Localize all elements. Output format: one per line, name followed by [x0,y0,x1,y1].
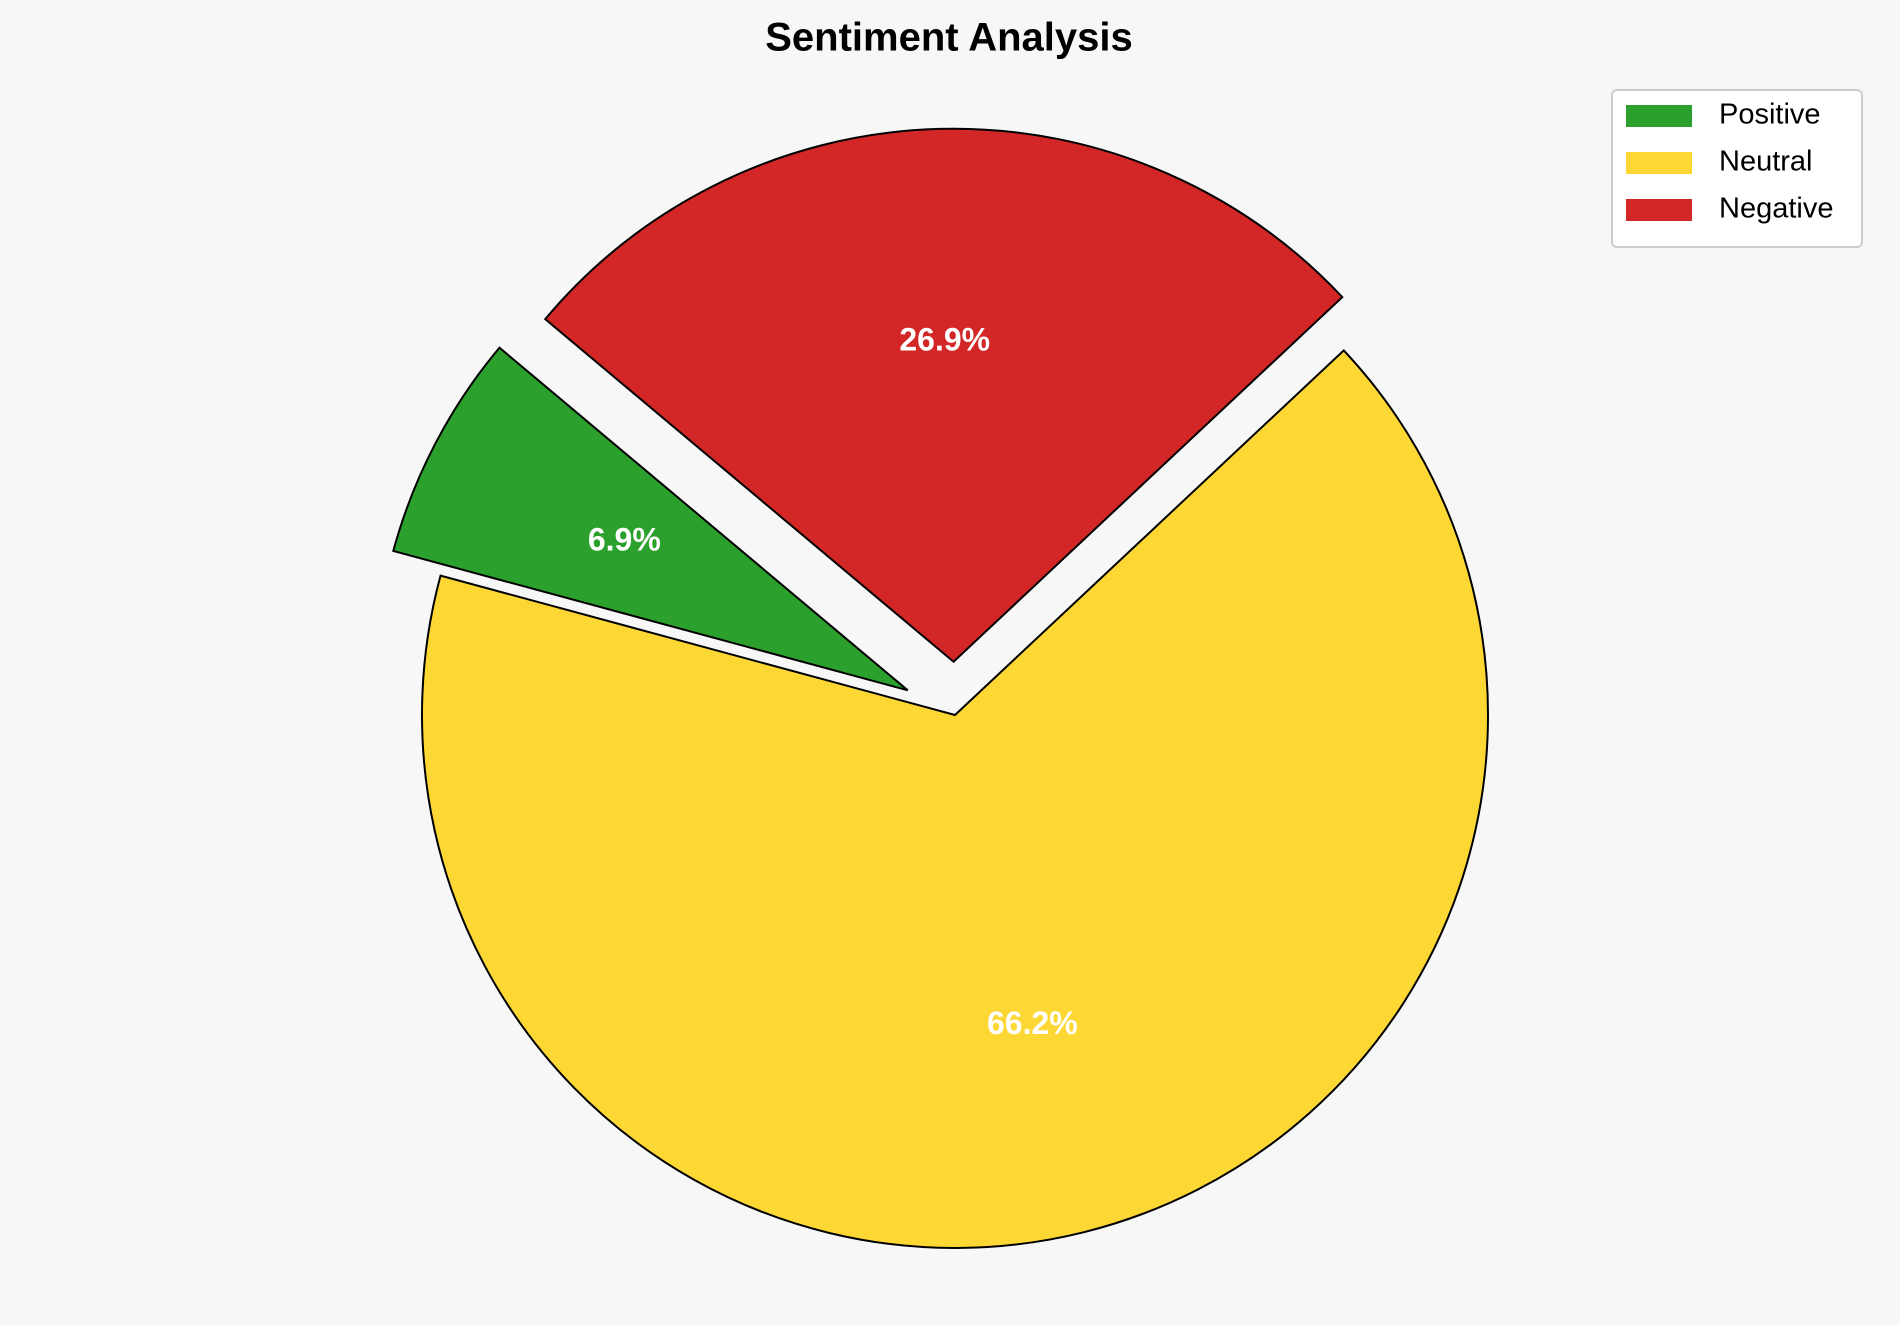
data-label: 6.9% [588,522,661,558]
legend-label: Positive [1719,99,1821,131]
legend-label: Negative [1719,193,1833,225]
legend-swatch [1626,152,1692,174]
legend-label: Neutral [1719,146,1813,178]
legend-swatch [1626,199,1692,221]
pie-slice [421,348,1489,1249]
legend-swatch [1626,105,1692,127]
pie-slice [543,127,1344,664]
data-label: 26.9% [899,321,990,357]
pie-slice [392,346,909,692]
data-label: 66.2% [987,1005,1078,1041]
chart-title: Sentiment Analysis [765,16,1133,60]
